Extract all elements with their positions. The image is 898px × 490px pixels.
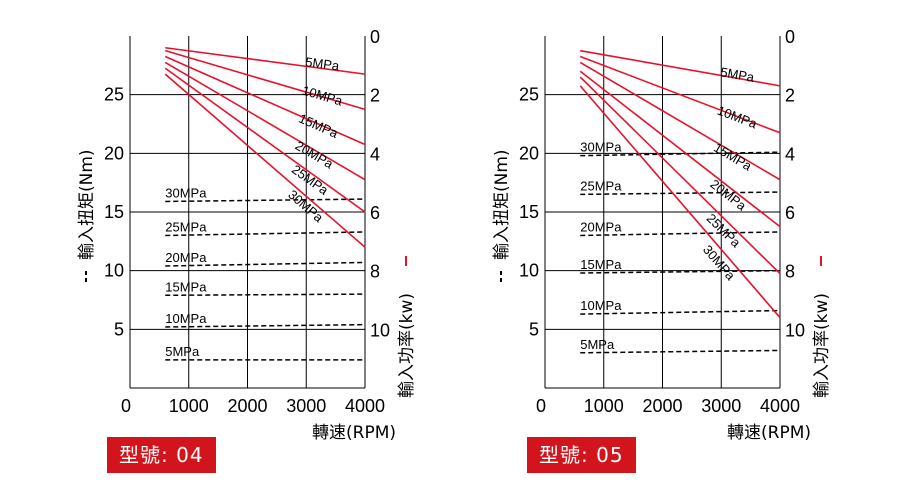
torque-line-label: 15MPa [580,257,622,272]
power-line-label: 5MPa [719,64,756,85]
chart-panel-05: 0 1000 2000 3000 4000 5 10 15 20 25 0 2 4 6 8 10 轉速(RPM)… [415,0,855,490]
y-left-tick-label: 15 [519,202,539,222]
y-right-tick-label: 2 [370,86,380,106]
torque-line [580,151,781,157]
y-left-tick-label: 25 [519,85,539,105]
y-left-tick-label: 10 [104,261,124,281]
torque-line [165,261,366,267]
y-left-tick-label: 5 [114,319,124,339]
torque-line-label: 30MPa [580,140,622,155]
y-left-tick-label: 20 [519,143,539,163]
x-tick-label: 1000 [584,396,624,416]
y-right-tick-label: 8 [370,262,380,282]
chart-04-svg: 0 1000 2000 3000 4000 5 10 15 20 25 0 2 4 6 8 10 轉速(RPM)… [77,27,417,443]
power-line-label: 15MPa [297,111,341,142]
y-left-axis-title: 輸入扭矩(Nm) [492,149,512,260]
power-line [164,55,366,146]
model-badge-05: 型號: 05 [527,437,636,473]
y-right-tick-label: 8 [785,262,795,282]
x-tick-label: 4000 [345,396,385,416]
torque-line-label: 5MPa [580,337,615,352]
y-right-axis-title-group: 輸入功率(kw) [812,256,832,398]
y-left-tick-label: 20 [104,143,124,163]
y-right-axis-title: 輸入功率(kw) [812,293,832,398]
y-right-tick-label: 6 [785,203,795,223]
y-right-tick-label: 0 [785,27,795,47]
power-line [579,55,781,134]
torque-line-label: 15MPa [165,279,207,294]
power-line-label: 5MPa [304,54,340,73]
torque-line-label: 30MPa [165,185,207,200]
power-line [164,73,366,248]
y-left-tick-label: 10 [519,261,539,281]
torque-line-label: 5MPa [165,344,200,359]
x-tick-label: 3000 [701,396,741,416]
torque-line-label: 25MPa [580,178,622,193]
power-line-label: 15MPa [711,140,755,174]
y-left-tick-label: 5 [529,319,539,339]
torque-line [580,269,781,274]
torque-line-label: 25MPa [165,219,207,234]
y-left-axis-title-group: 輸入扭矩(Nm) [492,149,512,282]
y-right-tick-label: 2 [785,86,795,106]
torque-line [165,198,366,203]
y-right-tick-label: 0 [370,27,380,47]
x-tick-label: 0 [121,396,131,416]
power-line [164,67,366,213]
y-right-tick-label: 4 [370,144,380,164]
x-tick-label: 0 [536,396,546,416]
y-left-axis-title-group: 輸入扭矩(Nm) [77,149,97,282]
y-right-axis-title-group: 輸入功率(kw) [397,256,417,398]
power-line [580,49,781,87]
torque-line-label: 20MPa [580,219,622,234]
power-line [165,49,366,111]
power-line-label: 10MPa [715,103,760,132]
x-tick-label: 1000 [169,396,209,416]
x-tick-label: 4000 [760,396,800,416]
y-right-tick-label: 4 [785,144,795,164]
y-left-tick-label: 25 [104,85,124,105]
torque-line [165,323,366,328]
power-line [164,61,366,181]
y-right-tick-label: 6 [370,203,380,223]
torque-line-label: 10MPa [165,311,207,326]
y-right-tick-label: 10 [785,320,805,340]
torque-line [580,231,781,237]
model-badge-04: 型號: 04 [107,437,216,473]
torque-line-label: 20MPa [165,250,207,265]
y-left-axis-title: 輸入扭矩(Nm) [77,149,97,260]
torque-line [580,191,781,196]
x-axis-title: 轉速(RPM) [727,423,811,443]
torque-line [165,293,366,297]
chart-panel-04: 0 1000 2000 3000 4000 5 10 15 20 25 0 2 4 6 8 10 轉速(RPM)… [0,0,440,490]
power-line [579,70,781,228]
torque-line [580,309,781,315]
power-line [165,46,366,75]
x-tick-label: 3000 [286,396,326,416]
chart-05-svg: 0 1000 2000 3000 4000 5 10 15 20 25 0 2 4 6 8 10 轉速(RPM)… [492,27,832,443]
x-axis-title: 轉速(RPM) [312,423,396,443]
power-line-label: 10MPa [300,83,344,109]
torque-line-label: 10MPa [580,298,622,313]
x-tick-label: 2000 [227,396,267,416]
y-left-tick-label: 15 [104,202,124,222]
y-right-axis-title: 輸入功率(kw) [397,293,417,398]
power-line [579,61,781,181]
y-right-tick-label: 10 [370,320,390,340]
torque-line [580,349,781,354]
torque-line [165,231,366,237]
x-tick-label: 2000 [642,396,682,416]
power-line [579,76,781,275]
power-line [579,85,781,319]
